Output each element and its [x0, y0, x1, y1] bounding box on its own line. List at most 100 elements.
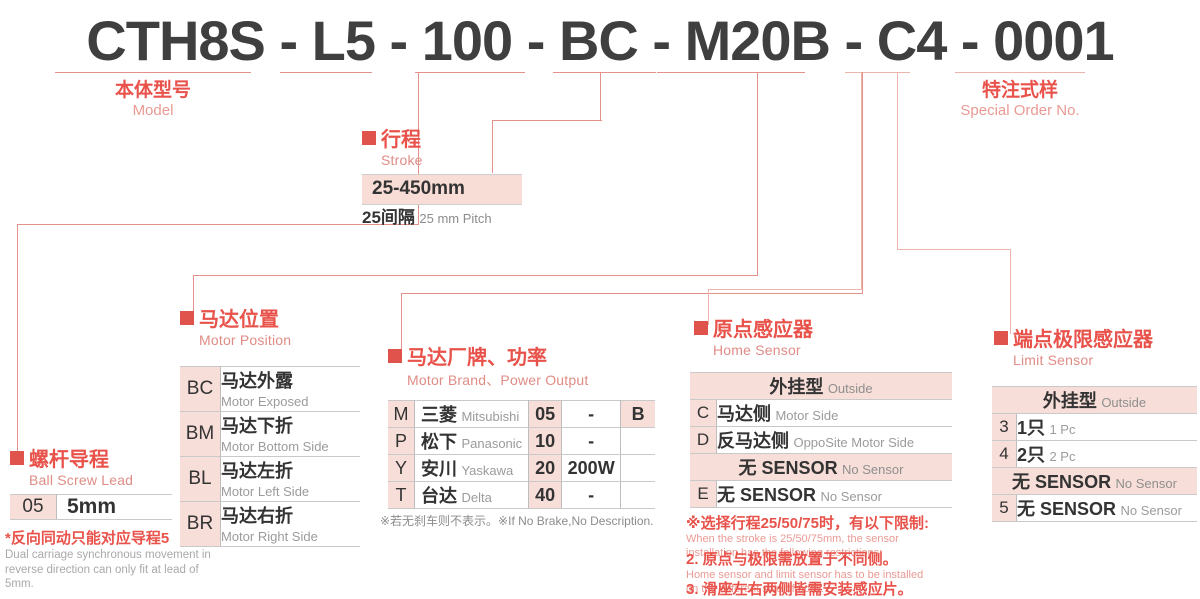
brand-power: -: [561, 481, 622, 509]
limit-sensor-desc-en: 2 Pc: [1049, 449, 1076, 464]
bullet-square-icon: [694, 321, 708, 335]
motor-position-desc: 马达下折 Motor Bottom Side: [220, 411, 360, 457]
brand-brake: [620, 481, 656, 509]
home-sensor-desc-cn: 反马达侧: [717, 431, 789, 451]
underline-lead: [280, 72, 372, 73]
limit-sensor-desc: 无 SENSOR No Sensor: [1016, 494, 1197, 522]
ball-screw-lead-note-cn: *反向同动只能对应导程5: [5, 530, 170, 547]
head-stroke-en: Stroke: [381, 152, 423, 168]
limit-sensor-desc-cn: 无 SENSOR: [1017, 499, 1117, 519]
limit-sensor-band-nosensor: 无 SENSOR No Sensor: [992, 467, 1197, 495]
motor-position-desc: 马达右折 Motor Right Side: [220, 501, 360, 547]
line-stroke-drop2: [492, 120, 493, 173]
home-sensor-note-2: 2. 原点与极限需放置于不同侧。 Home sensor and limit s…: [686, 548, 936, 597]
home-sensor-note-3: 3. 滑座左右两侧皆需安装感应片。: [686, 578, 913, 599]
head-motor-position-cn: 马达位置: [180, 310, 291, 331]
motor-position-desc-cn: 马达下折: [221, 416, 293, 436]
brand-power: -: [561, 427, 622, 455]
home-sensor-table: 外挂型 Outside C 马达侧 Motor Side D 反马达侧 Oppo…: [690, 372, 952, 508]
brand-number: 05: [528, 400, 563, 428]
home-sensor-band-nosensor-en: No Sensor: [842, 462, 904, 477]
head-home-sensor-en: Home Sensor: [713, 342, 801, 358]
table-row: T 台达 Delta 40 -: [388, 481, 656, 509]
limit-sensor-code: 3: [992, 413, 1017, 441]
home-sensor-note-2-en: Home sensor and limit sensor has to be i…: [686, 569, 924, 595]
underline-stroke: [415, 72, 525, 73]
brand-number: 20: [528, 454, 563, 482]
underline-special: [955, 72, 1085, 73]
table-row: P 松下 Panasonic 10 -: [388, 427, 656, 455]
motor-position-table: BC 马达外露 Motor Exposed BM 马达下折 Motor Bott…: [180, 366, 360, 547]
limit-sensor-band-outside-en: Outside: [1101, 395, 1147, 410]
lead-code: 05: [10, 494, 57, 520]
brand-name: 台达 Delta: [414, 481, 530, 509]
underline-motorbrand: [657, 72, 805, 73]
brand-letter: P: [388, 427, 415, 455]
head-stroke: 行程 Stroke: [362, 130, 423, 168]
head-home-sensor-cn: 原点感应器: [694, 320, 813, 341]
table-row: 5 无 SENSOR No Sensor: [992, 494, 1197, 522]
head-special-order: 特注式样 Special Order No.: [955, 80, 1085, 119]
table-row: C 马达侧 Motor Side: [690, 399, 952, 427]
home-sensor-band-nosensor-cn: 无 SENSOR: [738, 458, 838, 478]
home-sensor-note-1-en: When the stroke is 25/50/75mm, the senso…: [686, 533, 899, 559]
home-sensor-band-outside-en: Outside: [827, 381, 873, 396]
table-row: D 反马达侧 OppoSite Motor Side: [690, 426, 952, 454]
table-row: BR 马达右折 Motor Right Side: [180, 501, 360, 547]
limit-sensor-band-outside-cn: 外挂型: [1042, 391, 1097, 411]
brand-name-en: Panasonic: [461, 436, 523, 451]
limit-sensor-desc: 1只 1 Pc: [1016, 413, 1197, 441]
underline-sensors: [845, 72, 910, 73]
limit-sensor-desc-en: 1 Pc: [1049, 422, 1076, 437]
motor-position-desc-cn: 马达外露: [221, 371, 293, 391]
head-motor-position-en: Motor Position: [199, 332, 292, 348]
home-sensor-band-outside-cn: 外挂型: [769, 377, 824, 397]
line-lead-drop1: [418, 72, 419, 224]
head-model-cn: 本体型号: [114, 80, 191, 101]
head-motor-brand-cn: 马达厂牌、功率: [388, 348, 588, 369]
home-sensor-code: E: [690, 480, 717, 508]
table-band: 无 SENSOR No Sensor: [690, 453, 952, 481]
line-stroke-drop1: [600, 72, 601, 120]
home-sensor-desc-en: OppoSite Motor Side: [793, 435, 915, 450]
brand-letter: T: [388, 481, 415, 509]
lead-value: 5mm: [56, 494, 172, 520]
head-home-sensor: 原点感应器 Home Sensor: [694, 320, 813, 358]
home-sensor-code: C: [690, 399, 717, 427]
table-row: BC 马达外露 Motor Exposed: [180, 366, 360, 412]
brand-power: -: [561, 400, 622, 428]
table-row: BM 马达下折 Motor Bottom Side: [180, 411, 360, 457]
home-sensor-desc-en: Motor Side: [775, 408, 839, 423]
stroke-pitch: 25间隔 25 mm Pitch: [362, 203, 492, 228]
motor-position-code: BC: [180, 366, 221, 412]
home-sensor-note-1-cn: ※选择行程25/50/75时，有以下限制:: [686, 515, 929, 532]
motor-position-desc-cn: 马达右折: [221, 506, 293, 526]
brand-letter: Y: [388, 454, 415, 482]
home-sensor-note-2-cn: 2. 原点与极限需放置于不同侧。: [686, 551, 898, 568]
home-sensor-desc: 反马达侧 OppoSite Motor Side: [716, 426, 952, 454]
brand-number: 40: [528, 481, 563, 509]
home-sensor-band-nosensor: 无 SENSOR No Sensor: [690, 453, 952, 481]
motor-position-desc-en: Motor Bottom Side: [221, 439, 329, 454]
home-sensor-desc-en: No Sensor: [820, 489, 882, 504]
line-stroke-h: [492, 120, 602, 121]
table-row: E 无 SENSOR No Sensor: [690, 480, 952, 508]
head-model-en: Model: [132, 101, 174, 119]
table-row: 05 5mm: [10, 494, 172, 520]
head-model: 本体型号 Model: [55, 80, 251, 119]
brand-power: 200W: [561, 454, 622, 482]
line-limit-drop1: [897, 72, 898, 249]
brand-brake: [620, 427, 656, 455]
head-ball-screw-lead-cn: 螺杆导程: [10, 450, 133, 471]
brand-name-cn: 松下: [421, 432, 457, 452]
motor-position-code: BL: [180, 456, 221, 502]
limit-sensor-desc-cn: 2只: [1017, 445, 1046, 465]
brand-name-cn: 安川: [421, 459, 457, 479]
head-limit-sensor-cn: 端点极限感应器: [994, 330, 1153, 351]
table-row: 3 1只 1 Pc: [992, 413, 1197, 441]
brand-name-en: Delta: [461, 490, 492, 505]
line-home-h: [708, 289, 863, 290]
home-sensor-note-1: ※选择行程25/50/75时，有以下限制: When the stroke is…: [686, 512, 929, 561]
head-motor-position: 马达位置 Motor Position: [180, 310, 291, 348]
limit-sensor-desc: 2只 2 Pc: [1016, 440, 1197, 468]
